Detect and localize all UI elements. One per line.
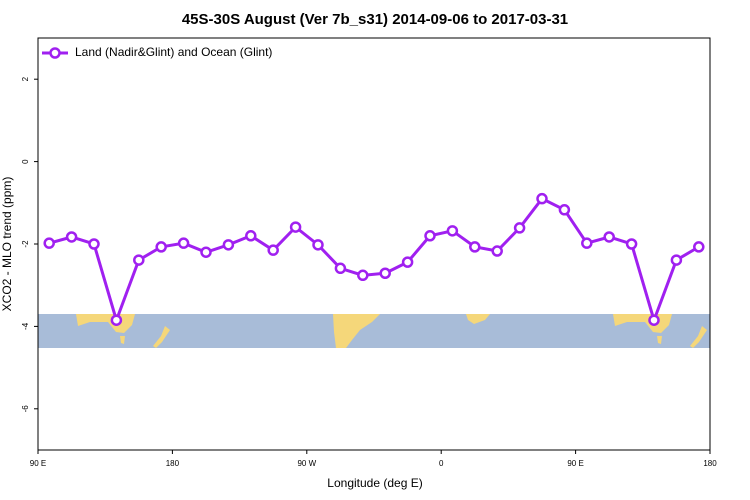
point bbox=[379, 267, 391, 280]
x-tick-label: 90 E bbox=[567, 459, 583, 468]
x-tick-label: 180 bbox=[166, 459, 180, 468]
point bbox=[424, 230, 436, 242]
y-tick-label: 0 bbox=[21, 159, 30, 164]
legend-label: Land (Nadir&Glint) and Ocean (Glint) bbox=[75, 45, 272, 59]
plot-frame bbox=[37, 37, 711, 451]
legend-marker bbox=[49, 47, 61, 59]
x-tick-label: 90 W bbox=[297, 459, 316, 468]
y-tick-label: 2 bbox=[21, 76, 30, 81]
point bbox=[536, 192, 548, 205]
point bbox=[581, 237, 593, 249]
chart-title: 45S-30S August (Ver 7b_s31) 2014-09-06 t… bbox=[182, 11, 568, 28]
point bbox=[693, 241, 705, 253]
land bbox=[153, 326, 170, 348]
x-tick-label: 90 E bbox=[30, 459, 46, 468]
point bbox=[43, 237, 55, 249]
point bbox=[334, 262, 347, 275]
land bbox=[657, 336, 662, 344]
point bbox=[133, 254, 145, 266]
point bbox=[648, 314, 660, 326]
point bbox=[200, 246, 212, 258]
point bbox=[245, 230, 257, 242]
y-tick-label: -2 bbox=[21, 240, 30, 248]
land bbox=[120, 336, 125, 344]
series-line bbox=[48, 196, 700, 325]
point bbox=[110, 314, 123, 326]
x-axis-label: Longitude (deg E) bbox=[327, 476, 422, 490]
point bbox=[446, 225, 459, 237]
land bbox=[690, 326, 707, 348]
x-tick-label: 180 bbox=[703, 459, 717, 468]
point bbox=[267, 244, 279, 256]
point bbox=[401, 256, 414, 268]
y-tick-label: -4 bbox=[21, 322, 30, 330]
x-tick-label: 0 bbox=[439, 459, 444, 468]
point bbox=[289, 221, 302, 233]
point bbox=[625, 238, 638, 250]
land bbox=[333, 314, 380, 348]
point bbox=[469, 241, 481, 253]
map-band bbox=[38, 314, 710, 348]
point bbox=[513, 222, 526, 234]
y-axis-label: XCO2 - MLO trend (ppm) bbox=[0, 177, 14, 312]
point bbox=[65, 231, 78, 243]
point bbox=[603, 231, 615, 243]
point bbox=[670, 254, 683, 266]
point bbox=[357, 269, 369, 282]
point bbox=[491, 245, 503, 257]
land bbox=[466, 314, 490, 324]
point bbox=[312, 239, 324, 251]
point bbox=[88, 238, 100, 250]
point bbox=[222, 239, 235, 251]
point bbox=[155, 241, 167, 253]
point bbox=[177, 237, 190, 249]
point bbox=[558, 204, 571, 216]
y-tick-label: -6 bbox=[21, 405, 30, 413]
